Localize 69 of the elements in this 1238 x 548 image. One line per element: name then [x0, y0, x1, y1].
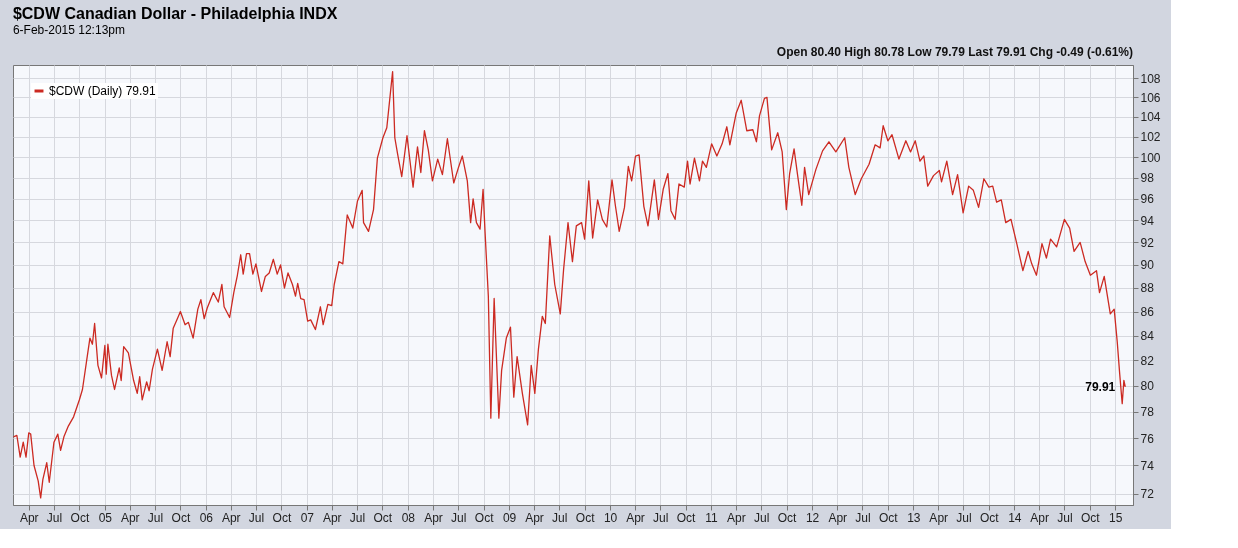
- x-tick-label: Jul: [1057, 510, 1073, 525]
- x-tick-label: Jul: [451, 510, 467, 525]
- x-tick-label: Jul: [349, 510, 366, 525]
- x-tick-label: Apr: [1030, 510, 1050, 525]
- x-tick-label: 09: [502, 510, 517, 525]
- x-tick-label: Apr: [626, 510, 645, 525]
- x-tick-label: 12: [805, 510, 820, 525]
- y-tick-label: 104: [1140, 110, 1161, 125]
- y-tick-label: 82: [1140, 353, 1155, 368]
- x-tick-label: Oct: [474, 510, 495, 525]
- y-tick-label: 98: [1140, 171, 1155, 186]
- x-tick-label: Jul: [753, 510, 770, 525]
- x-tick-label: 08: [401, 510, 416, 525]
- y-tick-label: 74: [1140, 458, 1155, 473]
- y-tick-label: 84: [1140, 329, 1155, 344]
- y-tick-label: 92: [1140, 235, 1155, 250]
- x-tick-label: Apr: [322, 510, 342, 525]
- x-tick-label: 11: [705, 510, 719, 525]
- y-tick-label: 76: [1140, 431, 1155, 446]
- y-tick-label: 96: [1140, 192, 1155, 207]
- x-tick-label: Oct: [272, 510, 292, 525]
- x-tick-label: Jul: [46, 510, 63, 525]
- annotation: 79.91: [1085, 379, 1116, 394]
- x-tick-label: 10: [603, 510, 618, 525]
- y-tick-label: 94: [1140, 213, 1155, 228]
- x-tick-label: Jul: [956, 510, 972, 525]
- y-tick-label: 102: [1140, 130, 1161, 145]
- x-tick-label: Oct: [980, 510, 1000, 525]
- y-tick-label: 106: [1140, 90, 1161, 105]
- text: Open 80.40 High 80.78 Low 79.79 Last 79.91 Chg -0.49 (-0.61%): [776, 45, 1133, 59]
- y-tick-label: 80: [1140, 379, 1155, 394]
- y-tick-label: 100: [1140, 150, 1161, 165]
- x-tick-label: Oct: [575, 510, 596, 525]
- x-tick-label: Apr: [19, 510, 39, 525]
- x-tick-label: Oct: [373, 510, 393, 525]
- x-tick-label: 07: [300, 510, 315, 525]
- x-tick-label: 05: [98, 510, 113, 525]
- y-tick-label: 78: [1140, 405, 1155, 420]
- x-tick-label: 13: [907, 510, 921, 525]
- x-tick-label: Apr: [929, 510, 949, 525]
- x-tick-label: Jul: [855, 510, 871, 525]
- legend-label: $CDW (Daily) 79.91: [49, 84, 157, 98]
- chart-subtitle: 6-Feb-2015 12:13pm: [12, 23, 125, 37]
- x-tick-label: Oct: [879, 510, 899, 525]
- x-tick-label: Jul: [551, 510, 568, 525]
- y-tick-label: 108: [1140, 71, 1161, 86]
- x-tick-label: Oct: [676, 510, 697, 525]
- x-tick-label: Jul: [147, 510, 164, 525]
- x-tick-label: Oct: [1081, 510, 1101, 525]
- x-tick-label: Apr: [727, 510, 746, 525]
- x-tick-label: 06: [199, 510, 214, 525]
- x-tick-label: Oct: [171, 510, 191, 525]
- y-tick-label: 86: [1140, 305, 1155, 320]
- x-tick-label: Oct: [70, 510, 90, 525]
- y-tick-label: 72: [1140, 487, 1155, 502]
- x-tick-label: 15: [1109, 510, 1123, 525]
- x-tick-label: Apr: [424, 510, 443, 525]
- x-tick-label: Apr: [525, 510, 544, 525]
- x-tick-label: Jul: [652, 510, 669, 525]
- x-tick-label: Apr: [221, 510, 241, 525]
- chart-title: $CDW Canadian Dollar - Philadelphia INDX: [12, 5, 338, 22]
- line-series: [12, 70, 1126, 499]
- x-tick-label: Apr: [828, 510, 848, 525]
- x-tick-label: Oct: [777, 510, 798, 525]
- y-tick-label: 90: [1140, 258, 1155, 273]
- x-tick-label: Jul: [248, 510, 265, 525]
- x-tick-label: 14: [1008, 510, 1022, 525]
- y-tick-label: 88: [1140, 281, 1155, 296]
- x-tick-label: Apr: [120, 510, 140, 525]
